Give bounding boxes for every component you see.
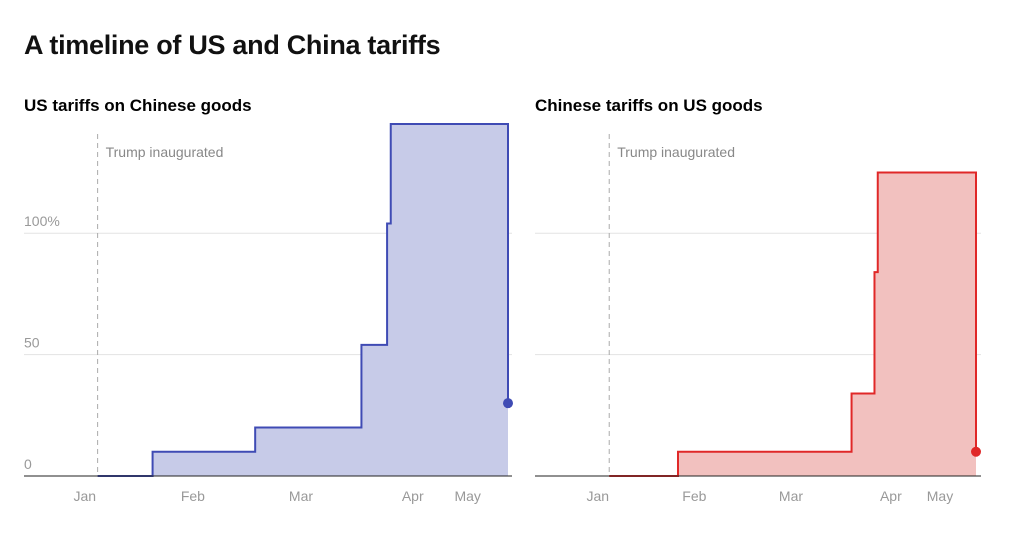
x-tick-label: Apr [880, 488, 902, 504]
china-tariffs-chart: Jan Feb Mar Apr May Trump inaugurated [535, 134, 981, 504]
x-tick-label: Feb [682, 488, 706, 504]
x-tick-label: Feb [181, 488, 205, 504]
series-area [97, 124, 509, 476]
y-tick-label: 100% [24, 213, 60, 229]
series-line [609, 171, 977, 477]
us-tariffs-chart: 0 50 100% Jan Feb Mar Apr May Trump inaugurated [24, 123, 513, 504]
series-area [609, 172, 976, 476]
annotation-label: Trump inaugurated [106, 144, 224, 160]
china-tariffs-panel: Chinese tariffs on US goods Jan Feb Mar Apr… [500, 90, 1000, 530]
page-title: A timeline of US and China tariffs [24, 30, 441, 60]
chart-title-us: US tariffs on Chinese goods [24, 96, 252, 115]
us-tariffs-panel: US tariffs on Chinese goods 0 50 100% Jan Fe… [0, 90, 513, 530]
series-line [97, 123, 509, 477]
x-tick-label: Jan [74, 488, 97, 504]
end-marker-dot [971, 446, 981, 457]
x-tick-label: May [454, 488, 480, 504]
x-tick-label: Mar [289, 488, 313, 504]
chart-title-china: Chinese tariffs on US goods [535, 96, 763, 115]
annotation-label: Trump inaugurated [617, 144, 735, 160]
x-tick-label: May [927, 488, 953, 504]
y-tick-label: 0 [24, 456, 32, 472]
x-tick-label: Mar [779, 488, 803, 504]
x-tick-label: Jan [586, 488, 609, 504]
y-tick-label: 50 [24, 335, 40, 351]
x-tick-label: Apr [402, 488, 424, 504]
end-marker-dot [503, 398, 513, 409]
